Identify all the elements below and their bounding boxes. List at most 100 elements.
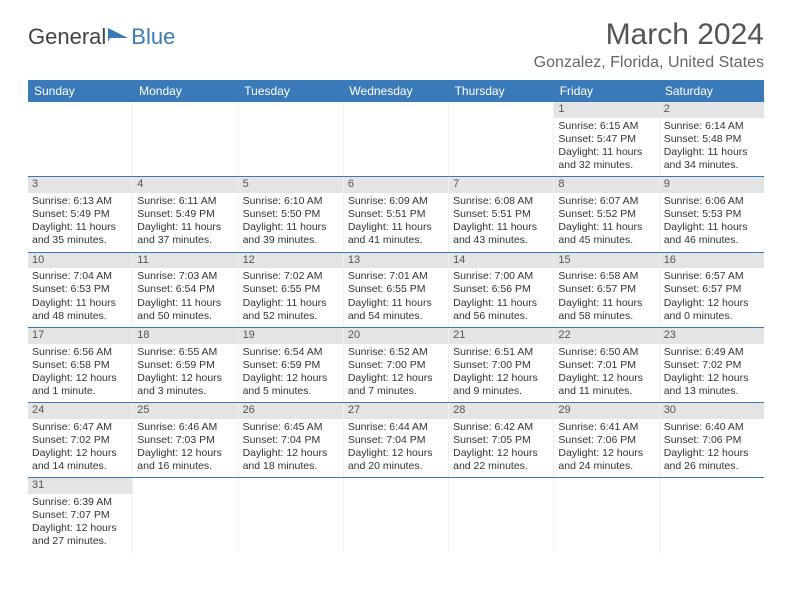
day-number: 6 — [344, 177, 448, 193]
cell-line: and 41 minutes. — [348, 234, 444, 247]
cell-line: and 0 minutes. — [664, 310, 760, 323]
calendar-cell: 26Sunrise: 6:45 AMSunset: 7:04 PMDayligh… — [239, 403, 344, 477]
cell-line: and 20 minutes. — [348, 460, 444, 473]
cell-line: Sunrise: 6:49 AM — [664, 346, 760, 359]
week-row: 10Sunrise: 7:04 AMSunset: 6:53 PMDayligh… — [28, 253, 764, 328]
location-label: Gonzalez, Florida, United States — [534, 54, 764, 72]
cell-line: Sunset: 5:50 PM — [243, 208, 339, 221]
calendar-cell — [239, 478, 344, 552]
cell-line: and 7 minutes. — [348, 385, 444, 398]
header: GeneralBlue March 2024 Gonzalez, Florida… — [28, 18, 764, 72]
week-row: 3Sunrise: 6:13 AMSunset: 5:49 PMDaylight… — [28, 177, 764, 252]
day-number: 23 — [660, 328, 764, 344]
calendar-cell: 19 Sunrise: 6:54 AMSunset: 6:59 PMDayligh… — [239, 328, 344, 402]
cell-line: Daylight: 11 hours — [558, 146, 654, 159]
cell-line: Sunrise: 6:45 AM — [243, 421, 339, 434]
calendar-cell: 23Sunrise: 6:49 AMSunset: 7:02 PMDayligh… — [660, 328, 764, 402]
cell-line: Sunrise: 6:44 AM — [348, 421, 444, 434]
cell-line: Sunset: 5:47 PM — [558, 133, 654, 146]
calendar-cell: 2Sunrise: 6:14 AMSunset: 5:48 PMDaylight… — [660, 102, 764, 176]
cell-line: and 22 minutes. — [453, 460, 549, 473]
calendar-cell: 11Sunrise: 7:03 AMSunset: 6:54 PMDayligh… — [133, 253, 238, 327]
cell-line: Sunrise: 6:56 AM — [32, 346, 128, 359]
cell-line: Daylight: 12 hours — [243, 372, 339, 385]
cell-line: Daylight: 12 hours — [558, 372, 654, 385]
calendar-cell: 18Sunrise: 6:55 AMSunset: 6:59 PMDayligh… — [133, 328, 238, 402]
day-number: 30 — [660, 403, 764, 419]
day-number: 12 — [239, 253, 343, 269]
day-number: 4 — [133, 177, 237, 193]
cell-line: Sunset: 5:52 PM — [558, 208, 654, 221]
calendar-cell — [660, 478, 764, 552]
calendar-cell: 16Sunrise: 6:57 AMSunset: 6:57 PMDayligh… — [660, 253, 764, 327]
cell-line: and 56 minutes. — [453, 310, 549, 323]
day-number: 18 — [133, 328, 237, 344]
cell-line: Sunrise: 6:11 AM — [137, 195, 233, 208]
day-number: 19 — [239, 328, 343, 344]
cell-line: Sunset: 5:53 PM — [664, 208, 760, 221]
week-row: 1 Sunrise: 6:15 AMSunset: 5:47 PMDaylight… — [28, 102, 764, 177]
cell-line: Sunset: 5:49 PM — [32, 208, 128, 221]
cell-line: Sunrise: 6:09 AM — [348, 195, 444, 208]
calendar-cell: 22Sunrise: 6:50 AMSunset: 7:01 PMDayligh… — [554, 328, 659, 402]
cell-line: Daylight: 12 hours — [664, 447, 760, 460]
cell-line: Daylight: 12 hours — [664, 297, 760, 310]
cell-line: and 26 minutes. — [664, 460, 760, 473]
calendar-cell: 20Sunrise: 6:52 AMSunset: 7:00 PMDayligh… — [344, 328, 449, 402]
day-number: 10 — [28, 253, 132, 269]
calendar-cell — [344, 478, 449, 552]
day-number: 1 — [554, 102, 658, 118]
calendar-cell: 21Sunrise: 6:51 AMSunset: 7:00 PMDayligh… — [449, 328, 554, 402]
day-number: 24 — [28, 403, 132, 419]
cell-line: Sunrise: 6:47 AM — [32, 421, 128, 434]
calendar-cell: 8Sunrise: 6:07 AMSunset: 5:52 PMDaylight… — [554, 177, 659, 251]
cell-line: Sunset: 5:51 PM — [348, 208, 444, 221]
flag-icon — [108, 28, 130, 44]
calendar-cell — [449, 478, 554, 552]
cell-line: and 43 minutes. — [453, 234, 549, 247]
cell-line: and 5 minutes. — [243, 385, 339, 398]
cell-line: Sunrise: 6:57 AM — [664, 270, 760, 283]
calendar-cell: 7Sunrise: 6:08 AMSunset: 5:51 PMDaylight… — [449, 177, 554, 251]
calendar-cell: 6Sunrise: 6:09 AMSunset: 5:51 PMDaylight… — [344, 177, 449, 251]
cell-line: Sunrise: 6:07 AM — [558, 195, 654, 208]
day-header: Sunday — [28, 80, 133, 102]
day-number: 25 — [133, 403, 237, 419]
cell-line: Sunrise: 6:39 AM — [32, 496, 128, 509]
calendar-cell: 31Sunrise: 6:39 AMSunset: 7:07 PMDayligh… — [28, 478, 133, 552]
cell-line: Sunset: 6:53 PM — [32, 283, 128, 296]
cell-line: Sunrise: 6:58 AM — [558, 270, 654, 283]
cell-line: and 35 minutes. — [32, 234, 128, 247]
cell-line: Sunset: 6:59 PM — [243, 359, 339, 372]
calendar-cell — [28, 102, 133, 176]
page: GeneralBlue March 2024 Gonzalez, Florida… — [0, 0, 792, 571]
cell-line: and 46 minutes. — [664, 234, 760, 247]
week-row: 17Sunrise: 6:56 AMSunset: 6:58 PMDayligh… — [28, 328, 764, 403]
cell-line: Daylight: 12 hours — [32, 522, 128, 535]
cell-line: Sunrise: 6:15 AM — [558, 120, 654, 133]
cell-line: and 45 minutes. — [558, 234, 654, 247]
logo: GeneralBlue — [28, 24, 175, 50]
cell-line: and 54 minutes. — [348, 310, 444, 323]
cell-line: Sunrise: 6:42 AM — [453, 421, 549, 434]
cell-line: Sunset: 6:54 PM — [137, 283, 233, 296]
day-number: 20 — [344, 328, 448, 344]
day-header-row: Sunday Monday Tuesday Wednesday Thursday… — [28, 80, 764, 102]
cell-line: Sunset: 7:06 PM — [664, 434, 760, 447]
day-header: Monday — [133, 80, 238, 102]
cell-line: Sunrise: 6:54 AM — [243, 346, 339, 359]
day-number: 2 — [660, 102, 764, 118]
cell-line: Sunrise: 7:01 AM — [348, 270, 444, 283]
cell-line: Daylight: 11 hours — [664, 221, 760, 234]
cell-line: Daylight: 12 hours — [32, 372, 128, 385]
calendar-cell: 17Sunrise: 6:56 AMSunset: 6:58 PMDayligh… — [28, 328, 133, 402]
cell-line: and 58 minutes. — [558, 310, 654, 323]
cell-line: Sunrise: 6:13 AM — [32, 195, 128, 208]
cell-line: Sunrise: 7:02 AM — [243, 270, 339, 283]
day-number: 9 — [660, 177, 764, 193]
calendar-cell: 15Sunrise: 6:58 AMSunset: 6:57 PMDayligh… — [554, 253, 659, 327]
cell-line: and 52 minutes. — [243, 310, 339, 323]
cell-line: Sunrise: 6:50 AM — [558, 346, 654, 359]
cell-line: Sunset: 6:59 PM — [137, 359, 233, 372]
cell-line: Sunset: 7:02 PM — [664, 359, 760, 372]
